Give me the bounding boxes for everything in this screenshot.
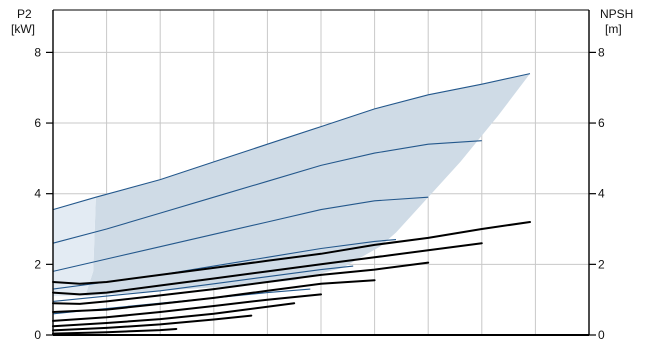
p2-envelope-area [85, 73, 531, 297]
p2-envelope-layer [53, 73, 531, 297]
ticks: 0 2 4 6 8 0 2 4 6 8 [34, 45, 605, 342]
y-left-tick-label-4: 8 [34, 45, 41, 59]
y-right-tick-label-2: 4 [598, 187, 605, 201]
npsh-curve-7 [52, 314, 253, 332]
npsh-curve-2 [52, 242, 483, 296]
npsh-curve-5 [52, 293, 322, 322]
y-left-label-line1: P2 [17, 7, 32, 21]
p2-curve-3 [52, 196, 429, 272]
npsh-curves [52, 221, 531, 335]
frame [52, 9, 590, 336]
y-right-tick-label-3: 6 [598, 116, 605, 130]
npsh-curve-6 [52, 302, 296, 328]
npsh-curve-3 [52, 261, 430, 305]
y-left-tick-label-2: 4 [34, 187, 41, 201]
npsh-curve-1 [52, 221, 531, 285]
p2-curve-1 [52, 73, 531, 211]
y-right-label-line1: NPSH [600, 7, 633, 21]
y-right-tick-label-0: 0 [598, 328, 605, 342]
npsh-curve-4 [52, 279, 376, 313]
y-left-tick-label-1: 2 [34, 257, 41, 271]
y-right-label-line2: [m] [605, 22, 622, 36]
y-right-tick-label-4: 8 [598, 45, 605, 59]
p2-curve-5 [52, 265, 354, 302]
y-left-tick-label-0: 0 [34, 328, 41, 342]
p2-envelope-left-wedge [53, 197, 96, 297]
y-left-tick-label-3: 6 [34, 116, 41, 130]
p2-curve-2 [52, 140, 482, 244]
npsh-curve-8 [52, 328, 178, 335]
y-left-label-line2: [kW] [11, 22, 35, 36]
y-right-tick-label-1: 2 [598, 257, 605, 271]
